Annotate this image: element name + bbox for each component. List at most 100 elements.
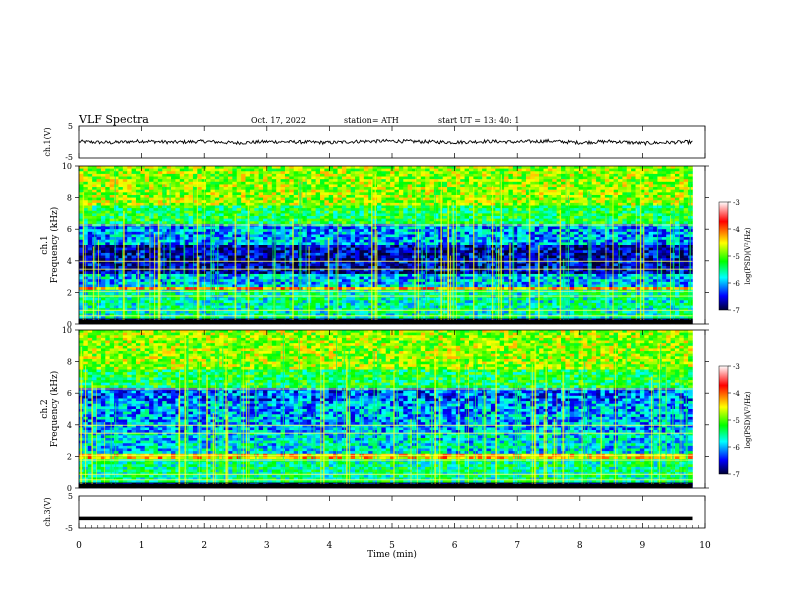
ch1-spectrogram-cell [443, 227, 448, 230]
ch1-spectrogram-cell [294, 216, 299, 219]
ch1-spectrogram-cell [294, 248, 299, 251]
ch1-spectrogram-cell [579, 227, 584, 230]
ch1-spectrogram-cell [333, 248, 338, 251]
ch1-spectrogram-cell [202, 200, 207, 203]
ch1-spectrogram-cell [570, 250, 575, 253]
ch1-spectrogram-cell [127, 166, 132, 169]
ch1-spectrogram-cell [224, 213, 229, 216]
ch1-spectrogram-cell [118, 227, 123, 230]
ch1-spectrogram-cell [167, 171, 172, 174]
ch1-spectrogram-cell [346, 206, 351, 209]
ch1-spectrogram-cell [605, 203, 610, 206]
ch1-spectrogram-cell [416, 200, 421, 203]
ch1-spectrogram-cell [644, 184, 649, 187]
ch1-spectrogram-cell [583, 221, 588, 224]
ch1-spectrogram-cell [666, 200, 671, 203]
ch1-spectrogram-cell [110, 203, 115, 206]
ch1-spectrogram-cell [289, 200, 294, 203]
ch1-spectrogram-cell [219, 242, 224, 245]
ch1-spectrogram-cell [552, 240, 557, 243]
ch1-spectrogram-cell [649, 169, 654, 172]
ch1-spectrogram-cell [254, 195, 259, 198]
ch1-spectrogram-cell [596, 208, 601, 211]
ch1-spectrogram-cell [657, 184, 662, 187]
ch1-spectrogram-cell [627, 213, 632, 216]
ch1-spectrogram-cell [228, 221, 233, 224]
ch1-spectrogram-cell [320, 232, 325, 235]
ch1-spectrogram-cell [381, 211, 386, 214]
ch1-spectrogram-cell [241, 174, 246, 177]
ch1-spectrogram-cell [136, 221, 141, 224]
ch1-spectrogram-cell [224, 245, 229, 248]
ch1-spectrogram-cell [386, 213, 391, 216]
ch1-spectrogram-cell [508, 179, 513, 182]
ch1-spectrogram-cell [618, 213, 623, 216]
ch1-spectrogram-cell [333, 219, 338, 222]
ch1-spectrogram-cell [202, 242, 207, 245]
ch1-spectrogram-cell [364, 203, 369, 206]
ch1-spectrogram-cell [408, 227, 413, 230]
ch1-spectrogram-cell [241, 208, 246, 211]
ch1-spectrogram-cell [127, 250, 132, 253]
ch1-spectrogram-cell [662, 216, 667, 219]
ch1-spectrogram-cell [241, 219, 246, 222]
ch1-spectrogram-cell [127, 195, 132, 198]
ch1-spectrogram-cell [649, 200, 654, 203]
ch1-spectrogram-cell [592, 250, 597, 253]
ch1-spectrogram-cell [487, 169, 492, 172]
ch1-spectrogram-cell [180, 184, 185, 187]
ch1-spectrogram-cell [351, 208, 356, 211]
ch1-spectrogram-cell [425, 171, 430, 174]
ch1-spectrogram-cell [127, 216, 132, 219]
ch1-spectrogram-cell [259, 234, 264, 237]
ch1-spectrogram-cell [460, 237, 465, 240]
ch1-spectrogram-cell [333, 229, 338, 232]
ch1-spectrogram-cell [79, 177, 84, 180]
ch1-spectrogram-cell [254, 221, 259, 224]
ch1-spectrogram-cell [627, 206, 632, 209]
ch1-spectrogram-cell [355, 234, 360, 237]
ch1-spectrogram-cell [206, 256, 211, 259]
ch1-spectrogram-cell [127, 179, 132, 182]
ch1-spectrogram-cell [276, 171, 281, 174]
ch1-spectrogram-cell [399, 192, 404, 195]
ch1-spectrogram-cell [132, 248, 137, 251]
ch1-spectrogram-cell [622, 206, 627, 209]
ch1-spectrogram-cell [132, 216, 137, 219]
ch1-spectrogram-cell [403, 248, 408, 251]
ch1-spectrogram-cell [592, 213, 597, 216]
ch1-spectrogram-cell [416, 192, 421, 195]
ch1-spectrogram-cell [338, 179, 343, 182]
ch1-spectrogram-cell [561, 240, 566, 243]
ch1-spectrogram-cell [272, 192, 277, 195]
ch1-spectrogram-cell [495, 237, 500, 240]
ch1-spectrogram-cell [123, 190, 128, 193]
ch1-spectrogram-cell [105, 213, 110, 216]
ch1-spectrogram-cell [127, 221, 132, 224]
ch1-spectrogram-cell [605, 253, 610, 256]
ch1-spectrogram-cell [162, 177, 167, 180]
ch1-spectrogram-cell [530, 227, 535, 230]
ch1-spectrogram-cell [351, 237, 356, 240]
ch1-spectrogram-cell [123, 208, 128, 211]
ch1-spectrogram-cell [175, 221, 180, 224]
ch1-spectrogram-cell [237, 232, 242, 235]
ch1-spectrogram-cell [561, 190, 566, 193]
ch1-spectrogram-cell [281, 245, 286, 248]
ch1-spectrogram-cell [241, 242, 246, 245]
ch1-spectrogram-cell [267, 177, 272, 180]
ch1-spectrogram-cell [487, 208, 492, 211]
ch1-spectrogram-cell [399, 198, 404, 201]
ch1-spectrogram-cell [390, 229, 395, 232]
ch1-spectrogram-cell [127, 203, 132, 206]
ch1-spectrogram-cell [596, 190, 601, 193]
ch1-spectrogram-cell [237, 229, 242, 232]
ch1-spectrogram-cell [123, 171, 128, 174]
ch1-spectrogram-cell [657, 187, 662, 190]
ch1-spectrogram-cell [614, 208, 619, 211]
ch1-spectrogram-cell [416, 166, 421, 169]
ch1-spectrogram-cell [574, 232, 579, 235]
ch1-spectrogram-cell [320, 174, 325, 177]
ch1-spectrogram-cell [101, 174, 106, 177]
ch1-spectrogram-cell [465, 253, 470, 256]
